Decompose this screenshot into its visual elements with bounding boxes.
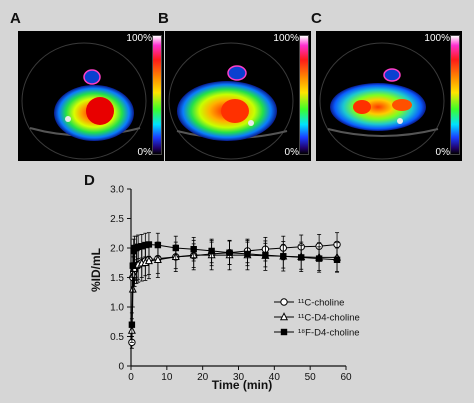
x-tick-label: 50 — [305, 372, 317, 383]
colorbar-a-min-label: 0% — [137, 147, 152, 158]
data-point — [128, 321, 136, 328]
legend-label: ¹¹C-choline — [298, 298, 344, 309]
panel-label-c: C — [311, 10, 322, 27]
data-point — [142, 241, 149, 249]
colorbar-b — [299, 35, 309, 155]
data-point — [262, 251, 269, 259]
data-point — [144, 256, 153, 265]
y-tick-label: 2.0 — [110, 244, 124, 255]
x-tick-label: 0 — [128, 372, 134, 383]
legend-marker — [279, 312, 289, 321]
colorbar-c — [450, 35, 460, 155]
colorbar-b-max-label: 100% — [273, 33, 299, 44]
y-axis-label: %ID/mL — [89, 248, 103, 292]
y-tick-label: 0 — [118, 362, 124, 373]
colorbar-c-max-label: 100% — [424, 33, 450, 44]
legend-label: ¹⁸F-D4-choline — [298, 328, 360, 339]
y-tick-label: 3.0 — [110, 185, 124, 196]
data-point — [226, 249, 233, 256]
x-tick-label: 10 — [161, 372, 173, 383]
legend-label: ¹¹C-D4-choline — [298, 313, 360, 324]
pet-scan-a-drawing — [21, 42, 147, 160]
data-point — [134, 243, 142, 251]
data-point — [138, 243, 145, 250]
x-tick-label: 40 — [269, 372, 281, 383]
pet-scan-image-c: 100% 0% — [316, 31, 462, 161]
data-point — [315, 255, 323, 262]
legend-marker — [280, 328, 288, 336]
y-tick-label: 2.5 — [110, 214, 124, 225]
data-point — [129, 262, 136, 269]
pet-scan-b-drawing — [168, 42, 294, 160]
data-point — [129, 269, 138, 278]
data-point — [333, 256, 341, 263]
y-tick-label: 1.0 — [110, 303, 124, 314]
data-point — [145, 241, 153, 248]
data-point — [154, 241, 162, 249]
data-point — [208, 247, 215, 255]
series-3 — [128, 232, 341, 337]
data-point — [190, 245, 197, 253]
y-tick-label: 1.5 — [110, 273, 124, 284]
data-point — [280, 253, 287, 260]
chart-legend: ¹¹C-choline ¹¹C-D4-choline ¹⁸F-D4-choline — [274, 298, 360, 339]
pet-scan-image-a: 100% 0% — [18, 31, 164, 161]
x-tick-label: 20 — [197, 372, 209, 383]
pet-scan-image-b: 100% 0% — [165, 31, 311, 161]
data-point — [244, 250, 251, 258]
panel-label-d: D — [84, 172, 95, 189]
panel-label-a: A — [10, 10, 21, 27]
chart-axes: 0 10 20 30 40 50 60 0 0.5 1.0 1.5 2.0 2.5 3.0 — [110, 185, 352, 384]
data-point — [153, 254, 162, 263]
colorbar-a — [152, 35, 162, 155]
colorbar-b-min-label: 0% — [284, 147, 299, 158]
legend-marker — [280, 298, 288, 306]
data-point — [172, 244, 179, 252]
y-tick-label: 0.5 — [110, 332, 124, 343]
colorbar-a-max-label: 100% — [126, 33, 152, 44]
x-tick-label: 30 — [233, 372, 245, 383]
pet-scan-c-drawing — [319, 42, 445, 160]
colorbar-c-min-label: 0% — [435, 147, 450, 158]
chart-series — [127, 232, 342, 349]
panel-label-b: B — [158, 10, 169, 27]
x-axis-label: Time (min) — [212, 378, 272, 392]
x-tick-label: 60 — [340, 372, 352, 383]
data-point — [298, 254, 305, 261]
